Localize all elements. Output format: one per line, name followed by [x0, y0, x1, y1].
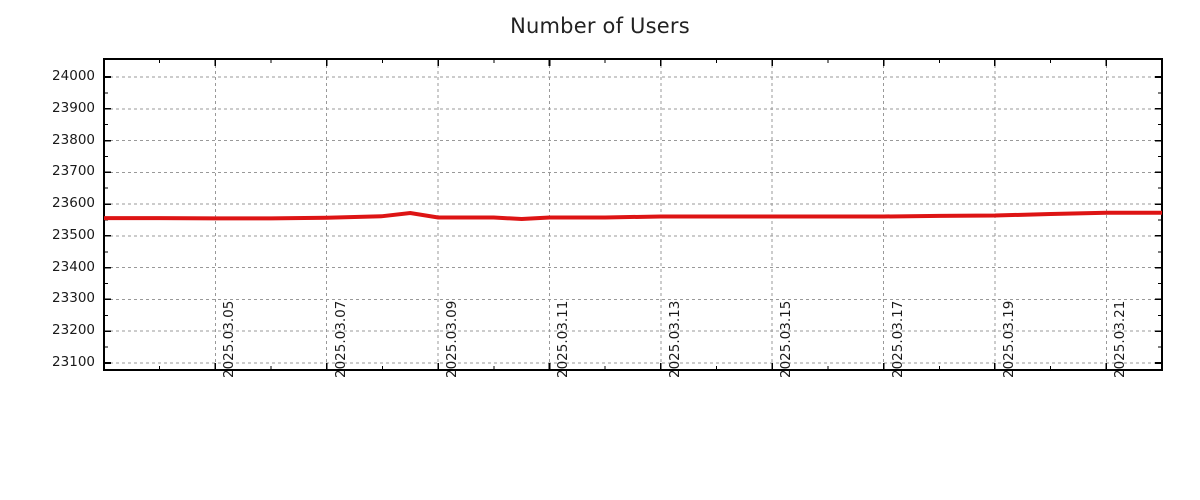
- y-axis-tick-label: 23100: [52, 354, 95, 370]
- y-axis-tick-label: 23400: [52, 258, 95, 275]
- y-axis-tick-label: 23700: [52, 163, 95, 180]
- x-axis-tick-label: 2025.03.09: [444, 300, 461, 378]
- x-axis-tick-label: 2025.03.17: [889, 300, 906, 378]
- x-axis-tick-label: 2025.03.19: [1000, 300, 1017, 378]
- y-axis-tick-label: 23900: [52, 99, 95, 116]
- y-axis-tick-label: 23200: [52, 322, 95, 339]
- x-axis-tick-label: 2025.03.11: [555, 300, 572, 378]
- x-axis-tick-label: 2025.03.07: [332, 300, 349, 378]
- gridlines: [104, 59, 1162, 370]
- x-axis-tick-label: 2025.03.13: [666, 300, 683, 378]
- data-series-line: [104, 210, 1162, 222]
- y-axis-tick-label: 23500: [52, 226, 95, 243]
- page-title: Number of Users: [510, 14, 690, 38]
- y-axis-tick-label: 23600: [52, 195, 95, 212]
- y-axis-tick-label: 24000: [52, 68, 95, 84]
- x-axis-tick-label: 2025.03.15: [778, 300, 795, 378]
- y-axis-tick-label: 23800: [52, 131, 95, 148]
- y-axis-tick-label: 23300: [52, 290, 95, 307]
- x-axis-tick-label: 2025.03.21: [1112, 300, 1129, 378]
- x-axis-tick-label: 2025.03.05: [221, 300, 238, 378]
